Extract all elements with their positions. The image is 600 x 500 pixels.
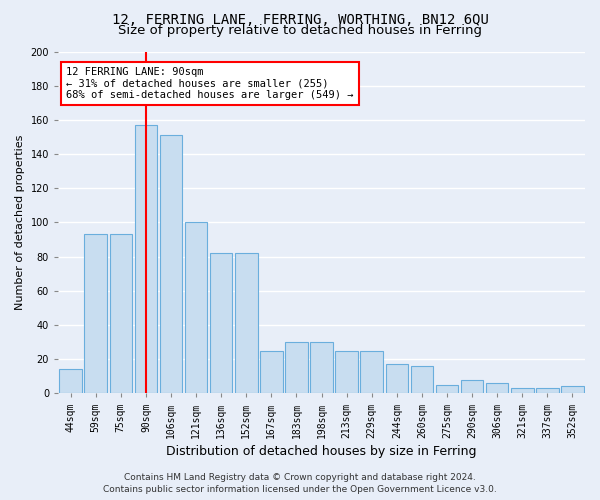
- Bar: [85, 234, 107, 394]
- Bar: [361, 350, 383, 394]
- Bar: [386, 364, 408, 394]
- Bar: [210, 253, 232, 394]
- Bar: [110, 234, 132, 394]
- Bar: [410, 366, 433, 394]
- Bar: [185, 222, 208, 394]
- Bar: [561, 386, 584, 394]
- Bar: [285, 342, 308, 394]
- Text: Size of property relative to detached houses in Ferring: Size of property relative to detached ho…: [118, 24, 482, 37]
- Bar: [134, 125, 157, 394]
- Bar: [335, 350, 358, 394]
- Text: 12, FERRING LANE, FERRING, WORTHING, BN12 6QU: 12, FERRING LANE, FERRING, WORTHING, BN1…: [112, 12, 488, 26]
- Bar: [59, 370, 82, 394]
- Y-axis label: Number of detached properties: Number of detached properties: [15, 134, 25, 310]
- Bar: [310, 342, 333, 394]
- Bar: [486, 383, 508, 394]
- X-axis label: Distribution of detached houses by size in Ferring: Distribution of detached houses by size …: [166, 444, 477, 458]
- Bar: [536, 388, 559, 394]
- Bar: [436, 384, 458, 394]
- Bar: [235, 253, 257, 394]
- Bar: [511, 388, 533, 394]
- Bar: [461, 380, 484, 394]
- Bar: [260, 350, 283, 394]
- Bar: [160, 135, 182, 394]
- Text: Contains HM Land Registry data © Crown copyright and database right 2024.
Contai: Contains HM Land Registry data © Crown c…: [103, 472, 497, 494]
- Text: 12 FERRING LANE: 90sqm
← 31% of detached houses are smaller (255)
68% of semi-de: 12 FERRING LANE: 90sqm ← 31% of detached…: [66, 67, 353, 100]
